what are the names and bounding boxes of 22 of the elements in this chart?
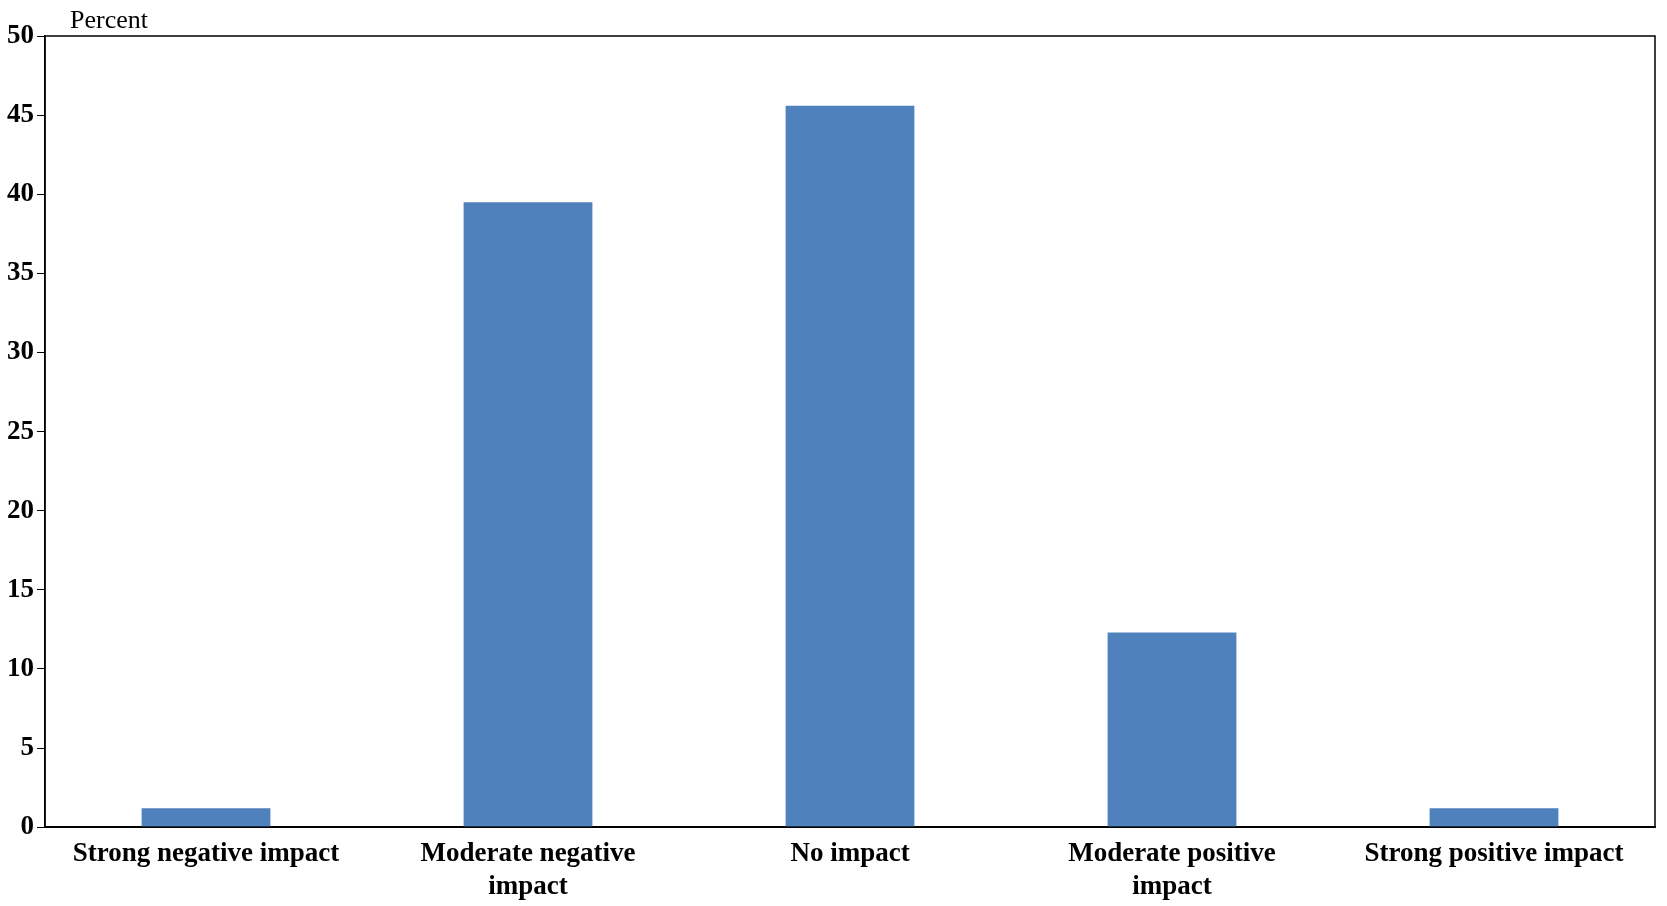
x-tick-label: Moderate negative impact [420, 837, 636, 900]
y-tick-label: 20 [7, 493, 34, 524]
x-tick-label: Moderate positive impact [1068, 837, 1276, 900]
bar [463, 202, 593, 827]
y-tick-label: 15 [7, 572, 34, 603]
y-tick-label: 25 [7, 414, 34, 445]
y-tick-label: 0 [20, 810, 34, 841]
y-axis-title: Percent [70, 4, 149, 34]
y-tick-label: 5 [20, 731, 34, 762]
y-tick-label: 40 [7, 177, 34, 208]
y-tick-label: 35 [7, 256, 34, 287]
y-tick-label: 30 [7, 335, 34, 366]
bar [1107, 632, 1237, 827]
y-tick-label: 10 [7, 651, 34, 682]
x-tick-label: Strong negative impact [72, 837, 340, 868]
bar [1429, 808, 1559, 827]
y-tick-label: 45 [7, 98, 34, 129]
bar [785, 105, 915, 827]
x-tick-label: No impact [790, 837, 910, 868]
y-tick-label: 50 [7, 18, 34, 49]
x-tick-label: Strong positive impact [1364, 837, 1624, 868]
bar [141, 808, 271, 827]
